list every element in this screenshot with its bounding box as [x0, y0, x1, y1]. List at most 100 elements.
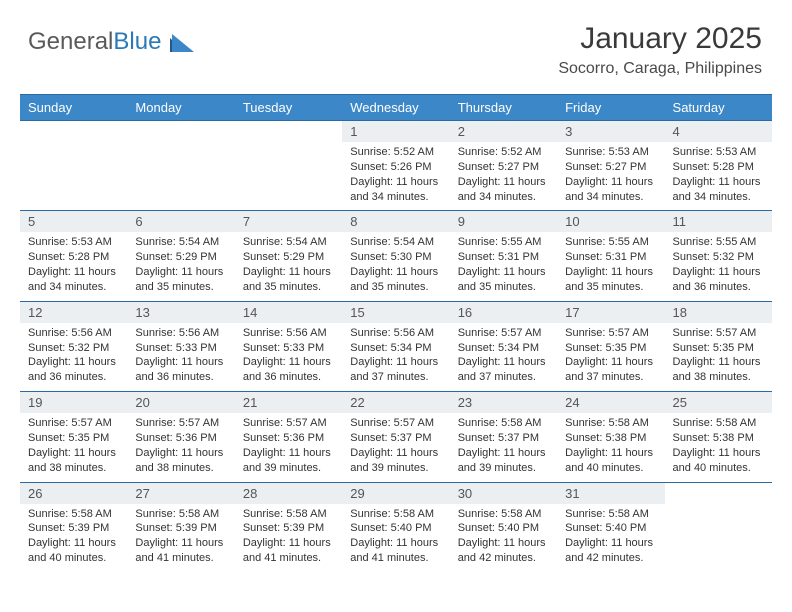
weekday-header: Friday — [557, 95, 664, 121]
daynum-row: 12131415161718 — [20, 301, 772, 323]
sunset-line: Sunset: 5:34 PM — [458, 341, 549, 356]
day-content-cell: Sunrise: 5:52 AMSunset: 5:26 PMDaylight:… — [342, 142, 449, 211]
day-number-cell: 26 — [20, 482, 127, 504]
calendar-table: Sunday Monday Tuesday Wednesday Thursday… — [20, 94, 772, 572]
sunrise-line: Sunrise: 5:54 AM — [350, 235, 441, 250]
sunrise-line: Sunrise: 5:57 AM — [28, 416, 119, 431]
day-number-cell: 5 — [20, 211, 127, 233]
sunset-line: Sunset: 5:37 PM — [458, 431, 549, 446]
sunrise-line: Sunrise: 5:58 AM — [28, 507, 119, 522]
header: January 2025 Socorro, Caraga, Philippine… — [558, 22, 762, 78]
daylight-line: Daylight: 11 hours and 39 minutes. — [243, 446, 334, 476]
day-content-cell: Sunrise: 5:58 AMSunset: 5:37 PMDaylight:… — [450, 413, 557, 482]
sunrise-line: Sunrise: 5:58 AM — [673, 416, 764, 431]
sunset-line: Sunset: 5:31 PM — [458, 250, 549, 265]
day-content-cell: Sunrise: 5:54 AMSunset: 5:29 PMDaylight:… — [127, 232, 234, 301]
day-content-cell: Sunrise: 5:57 AMSunset: 5:35 PMDaylight:… — [557, 323, 664, 392]
daylight-line: Daylight: 11 hours and 37 minutes. — [565, 355, 656, 385]
day-content-cell: Sunrise: 5:57 AMSunset: 5:35 PMDaylight:… — [20, 413, 127, 482]
day-content-cell: Sunrise: 5:58 AMSunset: 5:40 PMDaylight:… — [557, 504, 664, 572]
sunset-line: Sunset: 5:34 PM — [350, 341, 441, 356]
sunset-line: Sunset: 5:35 PM — [28, 431, 119, 446]
day-number-cell: 12 — [20, 301, 127, 323]
day-content-cell: Sunrise: 5:53 AMSunset: 5:28 PMDaylight:… — [665, 142, 772, 211]
day-number-cell — [127, 121, 234, 143]
day-number-cell: 29 — [342, 482, 449, 504]
day-number-cell: 14 — [235, 301, 342, 323]
sunrise-line: Sunrise: 5:56 AM — [350, 326, 441, 341]
day-number-cell: 24 — [557, 392, 664, 414]
sunset-line: Sunset: 5:31 PM — [565, 250, 656, 265]
daylight-line: Daylight: 11 hours and 37 minutes. — [458, 355, 549, 385]
sunset-line: Sunset: 5:27 PM — [458, 160, 549, 175]
day-number-cell: 2 — [450, 121, 557, 143]
sunset-line: Sunset: 5:37 PM — [350, 431, 441, 446]
day-number-cell: 1 — [342, 121, 449, 143]
sunset-line: Sunset: 5:28 PM — [28, 250, 119, 265]
day-number-cell: 3 — [557, 121, 664, 143]
day-number-cell: 9 — [450, 211, 557, 233]
day-number-cell: 20 — [127, 392, 234, 414]
sunrise-line: Sunrise: 5:54 AM — [135, 235, 226, 250]
content-row: Sunrise: 5:58 AMSunset: 5:39 PMDaylight:… — [20, 504, 772, 572]
weekday-header: Sunday — [20, 95, 127, 121]
sunset-line: Sunset: 5:30 PM — [350, 250, 441, 265]
day-number-cell: 31 — [557, 482, 664, 504]
sunset-line: Sunset: 5:40 PM — [458, 521, 549, 536]
daylight-line: Daylight: 11 hours and 35 minutes. — [243, 265, 334, 295]
day-content-cell: Sunrise: 5:53 AMSunset: 5:28 PMDaylight:… — [20, 232, 127, 301]
day-content-cell: Sunrise: 5:57 AMSunset: 5:36 PMDaylight:… — [127, 413, 234, 482]
day-number-cell: 21 — [235, 392, 342, 414]
brand-part2: Blue — [113, 28, 161, 55]
sunrise-line: Sunrise: 5:55 AM — [458, 235, 549, 250]
day-content-cell — [235, 142, 342, 211]
sunset-line: Sunset: 5:39 PM — [243, 521, 334, 536]
weekday-header: Tuesday — [235, 95, 342, 121]
daynum-row: 567891011 — [20, 211, 772, 233]
sunset-line: Sunset: 5:39 PM — [135, 521, 226, 536]
day-content-cell: Sunrise: 5:53 AMSunset: 5:27 PMDaylight:… — [557, 142, 664, 211]
brand-part1: General — [28, 28, 113, 55]
daylight-line: Daylight: 11 hours and 42 minutes. — [565, 536, 656, 566]
page-subtitle: Socorro, Caraga, Philippines — [558, 60, 762, 78]
day-number-cell: 7 — [235, 211, 342, 233]
day-number-cell — [665, 482, 772, 504]
day-content-cell — [127, 142, 234, 211]
daylight-line: Daylight: 11 hours and 36 minutes. — [135, 355, 226, 385]
weekday-header-row: Sunday Monday Tuesday Wednesday Thursday… — [20, 95, 772, 121]
day-content-cell — [20, 142, 127, 211]
day-content-cell: Sunrise: 5:56 AMSunset: 5:32 PMDaylight:… — [20, 323, 127, 392]
brand-triangle-icon — [170, 34, 198, 52]
sunrise-line: Sunrise: 5:57 AM — [350, 416, 441, 431]
daylight-line: Daylight: 11 hours and 34 minutes. — [350, 175, 441, 205]
sunset-line: Sunset: 5:38 PM — [565, 431, 656, 446]
sunset-line: Sunset: 5:28 PM — [673, 160, 764, 175]
daylight-line: Daylight: 11 hours and 41 minutes. — [243, 536, 334, 566]
sunset-line: Sunset: 5:40 PM — [565, 521, 656, 536]
day-content-cell: Sunrise: 5:55 AMSunset: 5:31 PMDaylight:… — [450, 232, 557, 301]
daylight-line: Daylight: 11 hours and 36 minutes. — [673, 265, 764, 295]
daylight-line: Daylight: 11 hours and 39 minutes. — [458, 446, 549, 476]
weekday-header: Thursday — [450, 95, 557, 121]
sunset-line: Sunset: 5:29 PM — [243, 250, 334, 265]
sunset-line: Sunset: 5:26 PM — [350, 160, 441, 175]
daylight-line: Daylight: 11 hours and 34 minutes. — [565, 175, 656, 205]
sunrise-line: Sunrise: 5:55 AM — [673, 235, 764, 250]
sunset-line: Sunset: 5:38 PM — [673, 431, 764, 446]
sunset-line: Sunset: 5:35 PM — [565, 341, 656, 356]
daylight-line: Daylight: 11 hours and 41 minutes. — [135, 536, 226, 566]
sunrise-line: Sunrise: 5:52 AM — [350, 145, 441, 160]
day-content-cell: Sunrise: 5:55 AMSunset: 5:32 PMDaylight:… — [665, 232, 772, 301]
daynum-row: 1234 — [20, 121, 772, 143]
sunset-line: Sunset: 5:36 PM — [135, 431, 226, 446]
day-content-cell: Sunrise: 5:58 AMSunset: 5:39 PMDaylight:… — [20, 504, 127, 572]
sunset-line: Sunset: 5:40 PM — [350, 521, 441, 536]
sunset-line: Sunset: 5:32 PM — [28, 341, 119, 356]
daylight-line: Daylight: 11 hours and 34 minutes. — [458, 175, 549, 205]
sunrise-line: Sunrise: 5:53 AM — [28, 235, 119, 250]
day-content-cell: Sunrise: 5:54 AMSunset: 5:29 PMDaylight:… — [235, 232, 342, 301]
sunrise-line: Sunrise: 5:56 AM — [28, 326, 119, 341]
day-content-cell: Sunrise: 5:57 AMSunset: 5:34 PMDaylight:… — [450, 323, 557, 392]
sunrise-line: Sunrise: 5:57 AM — [135, 416, 226, 431]
content-row: Sunrise: 5:57 AMSunset: 5:35 PMDaylight:… — [20, 413, 772, 482]
